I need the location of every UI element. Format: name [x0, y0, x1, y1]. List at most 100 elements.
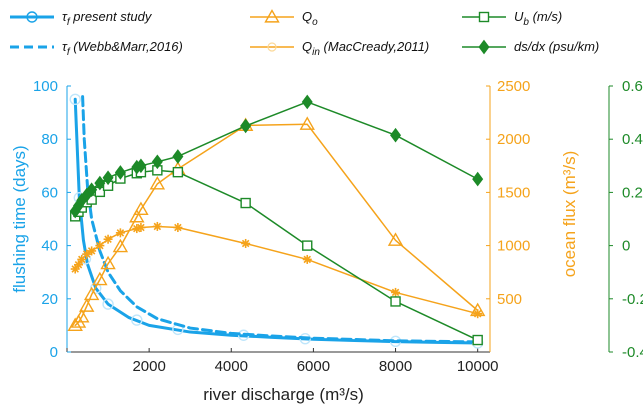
- marker-diamond: [135, 158, 147, 174]
- right1-tick-label: 1000: [497, 238, 530, 255]
- legend-label: Qin (MacCready,2011): [302, 39, 429, 58]
- series-dsdx: [69, 94, 484, 219]
- left-tick-label: 0: [50, 344, 58, 361]
- marker-triangle: [112, 238, 129, 253]
- legend-label: ds/dx (psu/km): [514, 39, 599, 54]
- right1-tick-label: 2000: [497, 131, 530, 148]
- asterisk-stroke: [174, 223, 182, 232]
- marker-asterisk: [77, 254, 87, 264]
- marker-diamond: [390, 127, 402, 143]
- x-tick-label: 6000: [297, 358, 330, 375]
- marker-asterisk: [87, 246, 97, 256]
- marker-circle: [131, 314, 143, 326]
- right2-tick-label: 0.6: [622, 78, 643, 95]
- legend-label: τf (Webb&Marr,2016): [62, 39, 183, 58]
- left-tick-label: 60: [41, 184, 58, 201]
- marker-triangle: [83, 286, 100, 301]
- marker-triangle: [149, 175, 166, 190]
- marker-asterisk: [241, 238, 251, 248]
- marker-circle: [69, 93, 81, 106]
- asterisk-stroke: [116, 229, 125, 237]
- marker-diamond: [472, 171, 484, 187]
- marker-asterisk: [136, 223, 146, 233]
- asterisk-stroke: [473, 309, 482, 318]
- marker-asterisk: [152, 221, 162, 231]
- marker-triangle: [74, 308, 90, 323]
- marker-circle: [26, 11, 38, 23]
- series-qin: [70, 221, 483, 319]
- marker-triangle: [67, 317, 83, 331]
- marker-diamond: [86, 182, 98, 198]
- legend-label: Qo: [302, 9, 318, 28]
- marker-triangle: [92, 271, 108, 286]
- marker-square: [240, 197, 251, 209]
- marker-asterisk: [115, 228, 125, 238]
- marker-triangle: [133, 201, 149, 215]
- right2-tick-label: -0.2: [622, 291, 643, 308]
- marker-asterisk: [82, 249, 92, 259]
- marker-asterisk: [95, 241, 105, 251]
- marker-asterisk: [391, 287, 401, 297]
- marker-asterisk: [73, 260, 83, 270]
- x-axis-title: river discharge (m³/s): [203, 385, 364, 404]
- legend-item-qo: Qo: [250, 9, 318, 28]
- asterisk-stroke: [82, 250, 91, 258]
- marker-asterisk: [473, 309, 483, 319]
- right2-tick-label: -0.4: [622, 344, 643, 361]
- asterisk-stroke: [96, 241, 104, 250]
- marker-square: [472, 334, 483, 346]
- asterisk-stroke: [241, 239, 250, 248]
- marker-triangle: [387, 232, 404, 246]
- legend-item-dsdx: ds/dx (psu/km): [462, 39, 599, 55]
- series-line-dsdx: [74, 101, 479, 212]
- right2-tick-label: 0.2: [622, 184, 643, 201]
- legend-item-tau_webb: τf (Webb&Marr,2016): [10, 39, 183, 58]
- x-tick-label: 8000: [379, 358, 412, 375]
- right-axis-1-title: ocean flux (m³/s): [560, 151, 579, 278]
- marker-asterisk: [302, 254, 312, 264]
- legend-item-tau_present: τf present study: [10, 9, 153, 28]
- marker-triangle: [264, 9, 280, 23]
- legend-item-ub: Ub (m/s): [462, 9, 562, 28]
- marker-diamond: [301, 94, 313, 110]
- marker-asterisk: [103, 234, 113, 244]
- marker-triangle: [79, 298, 95, 312]
- legend-label: Ub (m/s): [514, 9, 562, 28]
- marker-circle: [102, 298, 114, 310]
- x-tick-label: 4000: [215, 358, 248, 375]
- left-tick-label: 20: [41, 291, 58, 308]
- series-line-qin: [74, 225, 479, 315]
- marker-square: [390, 296, 401, 307]
- legend-item-qin: Qin (MacCready,2011): [250, 39, 429, 58]
- marker-triangle: [299, 116, 315, 130]
- asterisk-stroke: [153, 222, 162, 231]
- left-tick-label: 40: [41, 238, 58, 255]
- marker-diamond: [94, 175, 106, 191]
- marker-diamond: [240, 118, 252, 134]
- left-axis-title: flushing time (days): [10, 145, 29, 292]
- asterisk-stroke: [137, 223, 145, 232]
- asterisk-stroke: [74, 260, 83, 269]
- marker-diamond: [102, 170, 114, 186]
- marker-circle: [90, 282, 102, 294]
- asterisk-stroke: [87, 247, 96, 255]
- marker-diamond: [172, 149, 184, 164]
- marker-triangle: [129, 208, 145, 223]
- legend-label: τf present study: [62, 9, 153, 28]
- asterisk-stroke: [391, 288, 400, 297]
- marker-triangle: [100, 255, 116, 270]
- marker-square: [478, 11, 490, 23]
- right1-tick-label: 500: [497, 291, 522, 308]
- right1-tick-label: 2500: [497, 78, 530, 95]
- right2-tick-label: 0.4: [622, 131, 643, 148]
- right2-tick-label: 0: [622, 238, 630, 255]
- asterisk-stroke: [303, 255, 312, 264]
- marker-square: [172, 166, 184, 178]
- marker-asterisk: [173, 223, 183, 233]
- marker-square: [302, 240, 313, 251]
- marker-diamond: [114, 165, 126, 180]
- x-tick-label: 2000: [132, 358, 165, 375]
- asterisk-stroke: [104, 235, 112, 243]
- marker-diamond: [151, 154, 163, 170]
